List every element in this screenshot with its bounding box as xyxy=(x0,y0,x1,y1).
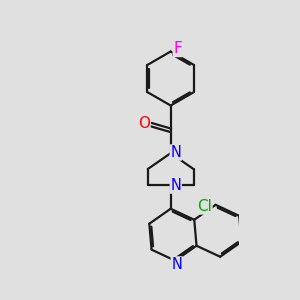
Text: N: N xyxy=(170,178,181,193)
Text: N: N xyxy=(171,257,182,272)
Text: F: F xyxy=(173,41,182,56)
Text: N: N xyxy=(170,145,181,160)
Text: O: O xyxy=(138,116,150,131)
Text: Cl: Cl xyxy=(197,199,212,214)
